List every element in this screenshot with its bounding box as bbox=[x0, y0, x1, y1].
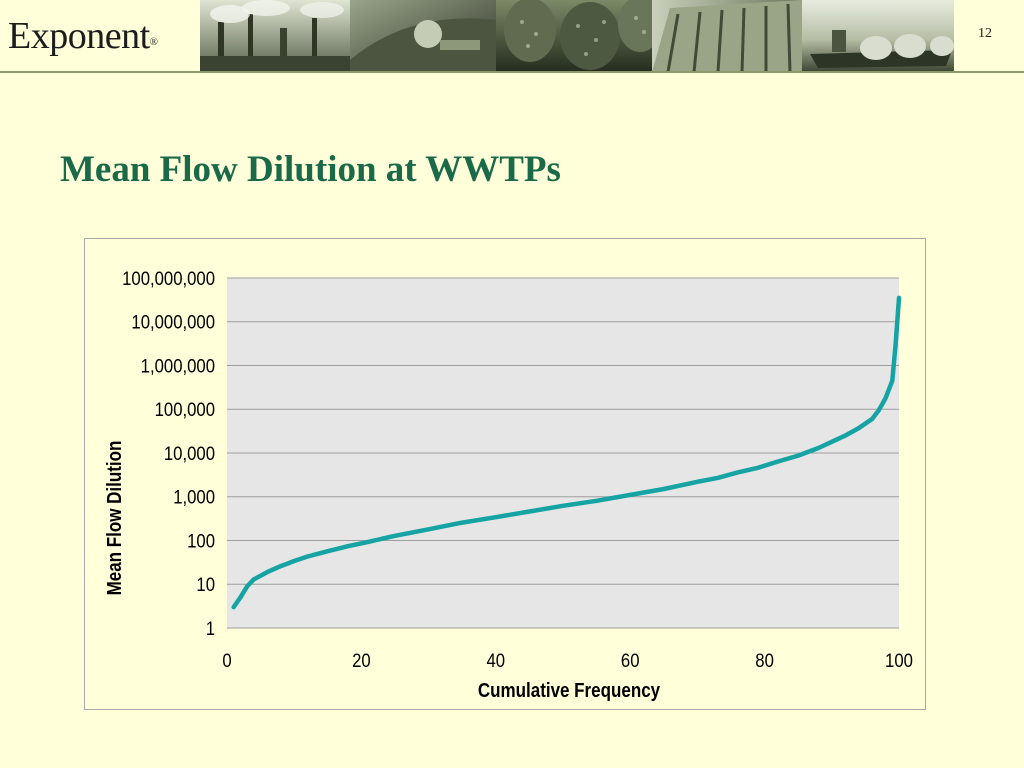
gridlines bbox=[227, 277, 899, 585]
logo-text: Exponent bbox=[8, 15, 150, 57]
x-axis-title: Cumulative Frequency bbox=[478, 679, 661, 702]
x-tick-label: 20 bbox=[352, 650, 371, 671]
y-tick-label: 100,000 bbox=[155, 399, 215, 420]
y-tick-label: 10,000,000 bbox=[131, 312, 215, 333]
x-tick-label: 0 bbox=[222, 650, 231, 671]
slide-header: Exponent® bbox=[0, 0, 1024, 73]
x-tick-label: 80 bbox=[755, 650, 774, 671]
x-tick-label: 40 bbox=[487, 650, 506, 671]
dilution-chart: 1 10 100 1,000 10,000 100,000 1,000,000 10,000,… bbox=[103, 268, 913, 702]
header-photo-strip bbox=[200, 0, 954, 72]
x-tick-labels: 0 20 40 60 80 100 bbox=[222, 650, 913, 671]
y-axis-title: Mean Flow Dilution bbox=[103, 441, 126, 596]
x-tick-label: 60 bbox=[621, 650, 640, 671]
car-photo bbox=[350, 0, 496, 72]
building-photo bbox=[652, 0, 802, 72]
y-tick-label: 1 bbox=[206, 618, 215, 639]
registered-mark: ® bbox=[149, 36, 158, 48]
x-tick-label: 100 bbox=[885, 650, 913, 671]
y-tick-label: 100,000,000 bbox=[122, 268, 215, 289]
slide-title: Mean Flow Dilution at WWTPs bbox=[60, 149, 561, 190]
exponent-logo: Exponent® bbox=[8, 14, 158, 58]
y-tick-labels: 1 10 100 1,000 10,000 100,000 1,000,000 10,000,… bbox=[122, 268, 215, 639]
strawberry-photo bbox=[496, 0, 662, 72]
y-tick-label: 10,000 bbox=[164, 443, 215, 464]
header-divider bbox=[0, 71, 1024, 73]
y-tick-label: 10 bbox=[196, 574, 215, 595]
series-line bbox=[231, 295, 902, 610]
y-tick-label: 100 bbox=[187, 531, 215, 552]
industrial-photo bbox=[200, 0, 350, 72]
chart-container: 1 10 100 1,000 10,000 100,000 1,000,000 10,000,… bbox=[84, 238, 926, 710]
slide-number: 12 bbox=[978, 26, 992, 41]
y-tick-label: 1,000,000 bbox=[141, 356, 215, 377]
y-tick-label: 1,000 bbox=[173, 487, 215, 508]
lng-ship-photo bbox=[802, 0, 954, 72]
